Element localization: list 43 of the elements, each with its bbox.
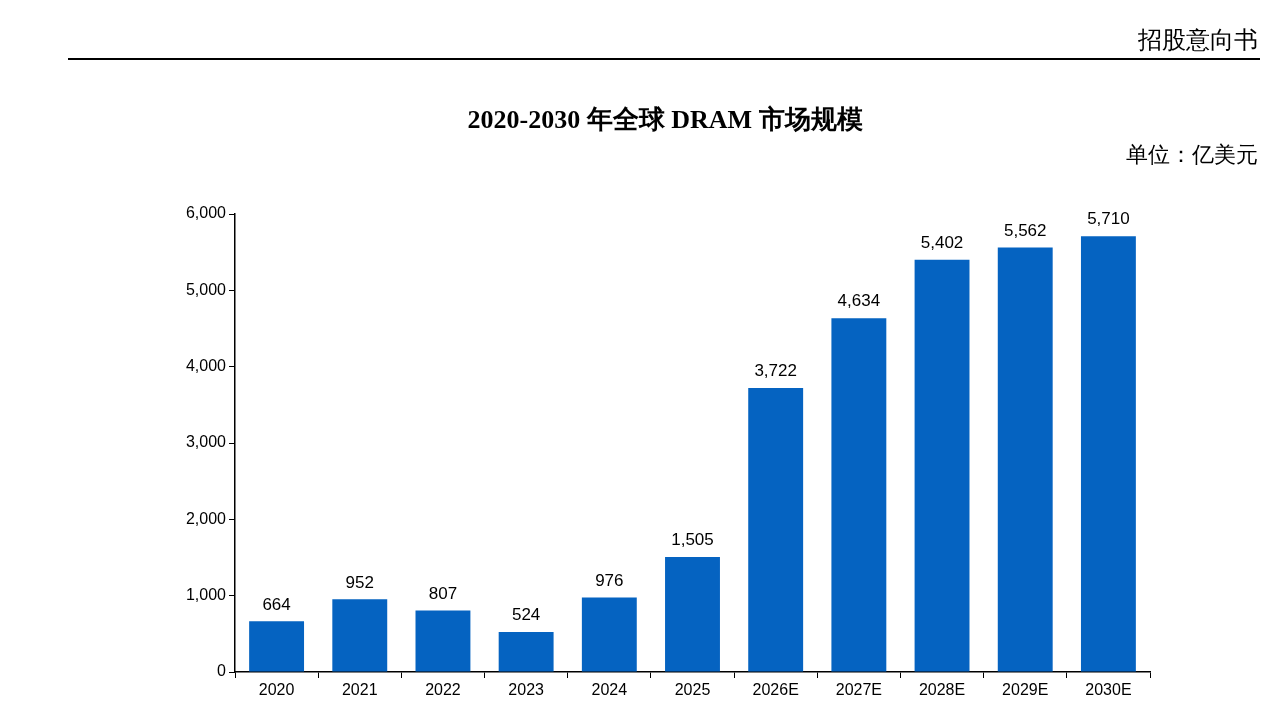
- bar: [831, 318, 887, 672]
- data-label: 5,402: [920, 232, 964, 252]
- data-label: 524: [511, 605, 541, 625]
- data-label: 976: [595, 570, 624, 590]
- data-label: 1,505: [671, 530, 714, 550]
- y-tick-label: 3,000: [185, 433, 227, 451]
- y-tick-label: 0: [217, 662, 227, 680]
- x-tick-label: 2027E: [835, 681, 882, 699]
- data-label: 4,634: [837, 291, 881, 311]
- text: 单位：亿美元: [1126, 141, 1258, 169]
- y-tick-label: 1,000: [185, 586, 227, 604]
- y-tick-label: 6,000: [185, 204, 227, 222]
- x-tick-label: 2021: [341, 681, 378, 699]
- x-tick-label: 2020: [258, 681, 295, 699]
- x-tick-label: 2030E: [1085, 681, 1132, 699]
- y-tick-label: 4,000: [185, 357, 227, 375]
- bar: [332, 599, 388, 672]
- data-label: 807: [428, 583, 458, 603]
- bar: [249, 621, 305, 672]
- data-label: 952: [345, 572, 374, 592]
- bar: [914, 259, 970, 672]
- y-tick-label: 2,000: [185, 509, 227, 527]
- bar: [498, 632, 554, 672]
- bar: [997, 247, 1053, 672]
- bar: [1080, 236, 1136, 672]
- x-tick-label: 2028E: [918, 681, 966, 699]
- chart-title: 2020-2030 年全球 DRAM 市场规模: [466, 104, 864, 136]
- x-tick-label: 2025: [674, 681, 711, 699]
- x-tick-label: 2022: [425, 681, 461, 699]
- x-tick-label: 2026E: [752, 681, 799, 699]
- text: 招股意向书: [1138, 25, 1258, 56]
- y-tick-label: 5,000: [185, 280, 227, 298]
- bar: [665, 557, 720, 672]
- x-tick-label: 2029E: [1002, 681, 1049, 699]
- bar: [415, 610, 471, 672]
- x-tick-label: 2023: [508, 681, 545, 699]
- x-tick-label: 2024: [591, 681, 628, 699]
- data-label: 5,710: [1087, 209, 1130, 229]
- data-label: 3,722: [754, 361, 797, 381]
- bar: [581, 597, 637, 672]
- bar: [748, 387, 804, 672]
- data-label: 664: [262, 594, 291, 614]
- data-label: 5,562: [1003, 220, 1047, 240]
